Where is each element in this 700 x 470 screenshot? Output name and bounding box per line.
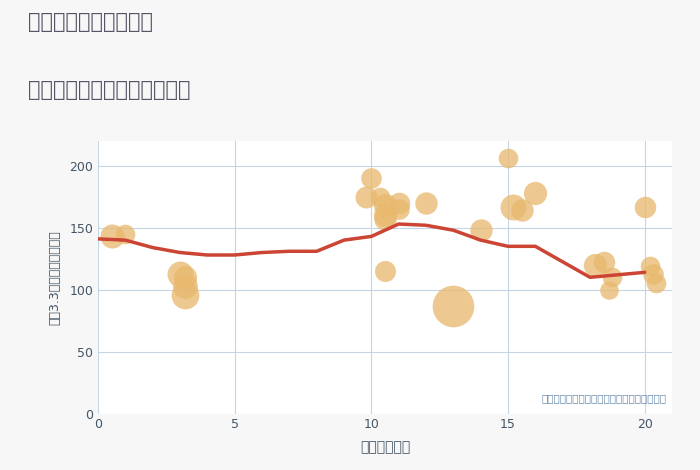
Point	[379, 215, 391, 223]
Point	[421, 199, 432, 207]
Point	[648, 270, 659, 277]
X-axis label: 駅距離（分）: 駅距離（分）	[360, 440, 410, 454]
Point	[120, 230, 131, 238]
Point	[393, 199, 405, 207]
Text: 円の大きさは、取引のあった物件面積を示す: 円の大きさは、取引のあった物件面積を示す	[541, 393, 666, 403]
Point	[180, 291, 191, 298]
Point	[379, 202, 391, 209]
Point	[516, 207, 527, 214]
Point	[590, 261, 601, 269]
Point	[379, 267, 391, 275]
Point	[448, 302, 459, 310]
Point	[174, 270, 186, 277]
Point	[639, 203, 650, 211]
Point	[393, 205, 405, 213]
Point	[606, 274, 617, 281]
Point	[645, 262, 656, 270]
Point	[475, 227, 486, 234]
Point	[180, 274, 191, 281]
Y-axis label: 坪（3.3㎡）単価（万円）: 坪（3.3㎡）単価（万円）	[48, 230, 61, 325]
Point	[530, 189, 541, 197]
Point	[650, 280, 662, 287]
Text: 東京都小平市回田町の: 東京都小平市回田町の	[28, 12, 153, 32]
Point	[598, 258, 609, 266]
Point	[365, 174, 377, 182]
Text: 駅距離別中古マンション価格: 駅距離別中古マンション価格	[28, 80, 190, 100]
Point	[106, 233, 118, 240]
Point	[360, 193, 372, 201]
Point	[503, 155, 514, 162]
Point	[603, 286, 615, 293]
Point	[180, 282, 191, 290]
Point	[374, 193, 385, 201]
Point	[379, 212, 391, 219]
Point	[508, 203, 519, 211]
